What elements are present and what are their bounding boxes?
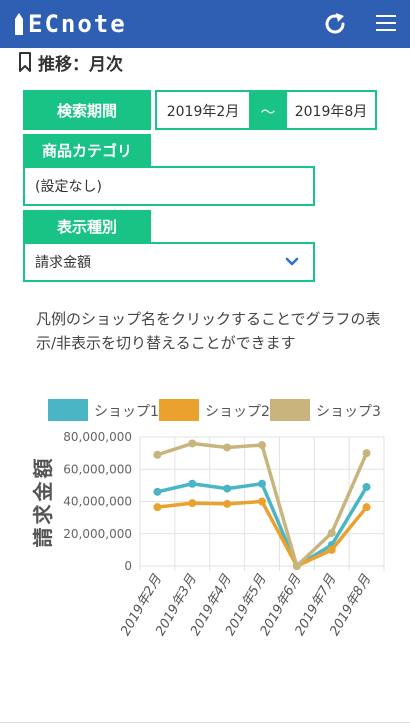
data-point (292, 562, 301, 570)
category-field[interactable]: (設定なし) (23, 166, 315, 206)
period-start-select[interactable]: 2019年2月 (166, 104, 240, 120)
y-tick-label: 0 (124, 559, 132, 573)
data-point (188, 439, 197, 448)
bottom-divider (0, 722, 410, 723)
logo-pencil-icon (15, 13, 23, 35)
period-label: 検索期間 (23, 90, 151, 130)
period-separator: 〜 (249, 92, 287, 130)
legend-item[interactable]: ショップ3 (270, 399, 381, 421)
legend-toggle-notice: 凡例のショップ名をクリックすることでグラフの表示/非表示を切り替えることができま… (36, 310, 381, 352)
app-header: ECnote (0, 0, 410, 48)
data-point (258, 441, 266, 450)
legend-swatch (159, 399, 199, 421)
chevron-down-icon (285, 257, 299, 266)
data-point (362, 482, 371, 491)
y-tick-label: 40,000,000 (63, 495, 132, 509)
data-point (153, 487, 162, 496)
data-point (153, 450, 162, 459)
category-value: (設定なし) (35, 179, 102, 195)
display-type-select[interactable]: 請求金額 (23, 242, 315, 282)
period-range: 2019年2月 〜 2019年8月 (155, 90, 377, 130)
hamburger-menu-icon[interactable] (376, 15, 396, 33)
category-label: 商品カテゴリ (23, 134, 151, 166)
display-type-value: 請求金額 (35, 255, 91, 271)
data-point (223, 499, 232, 508)
legend-item[interactable]: ショップ1 (48, 399, 159, 421)
legend-swatch (48, 399, 88, 421)
page-title: 推移：月次 (18, 50, 123, 75)
logo-text: ECnote (28, 10, 127, 38)
monthly-trend-chart: 0 20,000,000 40,000,000 60,000,000 80,000,00… (31, 399, 385, 638)
reload-icon[interactable] (322, 11, 348, 37)
data-point (188, 479, 197, 488)
data-point (258, 479, 266, 488)
legend-swatch (270, 399, 310, 421)
y-tick-label: 80,000,000 (63, 430, 132, 444)
page-title-text: 推移：月次 (38, 54, 123, 75)
data-point (223, 484, 232, 493)
data-point (223, 443, 232, 452)
legend-label: ショップ1 (94, 404, 159, 420)
data-point (327, 545, 336, 554)
data-point (153, 503, 162, 512)
y-axis-label: 請求金額 (31, 456, 55, 548)
app-logo[interactable]: ECnote (12, 9, 127, 39)
period-end-select[interactable]: 2019年8月 (294, 104, 368, 120)
y-tick-label: 20,000,000 (63, 527, 132, 541)
display-type-label: 表示種別 (23, 210, 151, 242)
y-tick-label: 60,000,000 (63, 462, 132, 476)
bookmark-icon (19, 52, 31, 72)
legend-label: ショップ2 (205, 404, 270, 420)
legend-label: ショップ3 (316, 404, 381, 420)
data-point (188, 499, 197, 508)
data-point (362, 503, 371, 512)
legend-item[interactable]: ショップ2 (159, 399, 270, 421)
data-point (362, 449, 371, 458)
data-point (258, 497, 266, 506)
data-point (327, 528, 336, 537)
